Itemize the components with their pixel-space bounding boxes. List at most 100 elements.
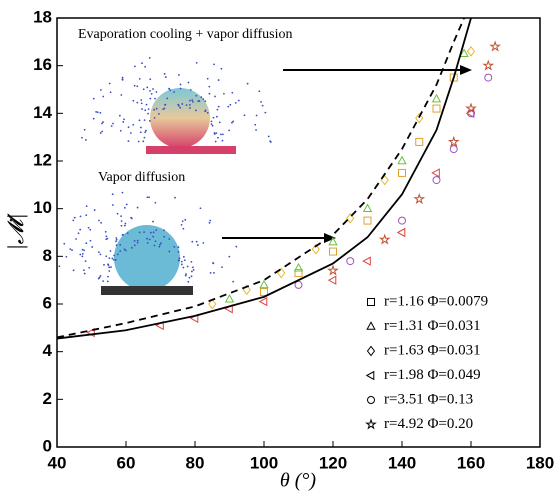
vapor-dot [174, 196, 176, 199]
vapor-dot [113, 254, 115, 257]
vapor-dot [99, 253, 102, 256]
data-point [447, 135, 460, 147]
vapor-dot [102, 121, 104, 123]
vapor-dot [141, 62, 143, 65]
vapor-dot [105, 235, 108, 238]
vapor-dot [139, 131, 142, 134]
vapor-dot [58, 265, 61, 268]
vapor-dot [136, 241, 139, 244]
vapor-dot [155, 107, 158, 110]
data-point [346, 212, 355, 224]
legend-marker [366, 321, 376, 330]
vapor-dot [111, 204, 114, 206]
legend-label: r=1.31 Φ=0.031 [384, 318, 481, 334]
y-tick-label: 16 [33, 55, 52, 74]
vapor-dot [177, 251, 180, 253]
vapor-dot [96, 111, 99, 114]
vapor-dot [97, 277, 100, 280]
vapor-dot [88, 266, 91, 269]
vapor-dot [85, 242, 88, 245]
vapor-dot [231, 121, 233, 124]
vapor-dot [119, 129, 122, 132]
vapor-dot [181, 103, 184, 105]
vapor-dot [125, 203, 128, 206]
vapor-dot [112, 122, 114, 125]
vapor-dot [81, 248, 84, 251]
vapor-dot [146, 237, 148, 240]
vapor-dot [131, 246, 133, 249]
vapor-dot [112, 258, 115, 261]
vapor-dot [217, 79, 220, 81]
vapor-dot [206, 111, 209, 114]
vapor-dot [202, 98, 205, 101]
vapor-dot [133, 84, 136, 87]
vapor-dot [120, 215, 122, 218]
vapor-dot [101, 122, 103, 125]
vapor-dot [152, 231, 155, 234]
vapor-dot [133, 239, 136, 242]
vapor-dot [164, 103, 166, 106]
x-tick-label: 120 [319, 453, 347, 472]
vapor-dot [144, 131, 147, 134]
data-point [398, 216, 406, 225]
vapor-dot [91, 246, 94, 248]
vapor-dot [124, 249, 127, 252]
vapor-dot [255, 129, 257, 131]
vapor-dot [83, 272, 86, 275]
x-tick-label: 60 [117, 453, 136, 472]
vapor-dot [123, 118, 125, 121]
data-point [398, 168, 406, 177]
y-tick-label: 8 [43, 246, 52, 265]
vapor-dot [168, 87, 170, 90]
vapor-dot [73, 216, 76, 219]
data-point [208, 298, 217, 310]
vapor-dot [149, 89, 151, 92]
data-point [259, 279, 269, 289]
vapor-dot [178, 105, 180, 107]
data-point [432, 176, 441, 185]
vapor-dot [188, 276, 191, 279]
vapor-dot [147, 108, 150, 111]
data-point [311, 243, 320, 255]
vapor-dot [71, 249, 73, 252]
vapor-dot [116, 253, 119, 256]
vapor-dot [144, 109, 147, 112]
vapor-dot [228, 255, 231, 258]
vapor-dot [102, 280, 105, 283]
vapor-dot [97, 251, 100, 253]
vapor-dot [158, 245, 161, 248]
vapor-dot [120, 224, 123, 227]
vapor-dot [184, 218, 187, 221]
vapor-dot [186, 265, 189, 268]
vapor-dot [208, 85, 211, 88]
vapor-dot [99, 111, 102, 114]
x-tick-label: 140 [388, 453, 416, 472]
data-point [224, 293, 235, 303]
vapor-dot [149, 78, 152, 81]
vapor-dot [214, 140, 217, 143]
vapor-dot [157, 113, 160, 115]
vapor-dot [179, 83, 182, 86]
vapor-dot [72, 219, 75, 222]
x-tick-label: 80 [186, 453, 205, 472]
vapor-dot [258, 90, 261, 93]
data-point [459, 48, 469, 58]
vapor-dot [184, 274, 187, 277]
vapor-dot [182, 227, 185, 230]
vapor-dot [120, 94, 123, 96]
vapor-dot [190, 270, 193, 273]
vapor-dot [206, 77, 209, 80]
vapor-dot [108, 270, 111, 272]
vapor-dot [217, 136, 219, 139]
vapor-dot [99, 89, 102, 91]
vapor-dot [196, 244, 199, 246]
vapor-dot [217, 105, 220, 108]
vapor-dot [63, 242, 66, 245]
vapor-dot [153, 117, 156, 119]
data-point [413, 192, 426, 205]
vapor-dot [79, 228, 82, 231]
vapor-dot [104, 230, 107, 233]
vapor-dot [191, 266, 194, 269]
vapor-dot [190, 260, 193, 263]
